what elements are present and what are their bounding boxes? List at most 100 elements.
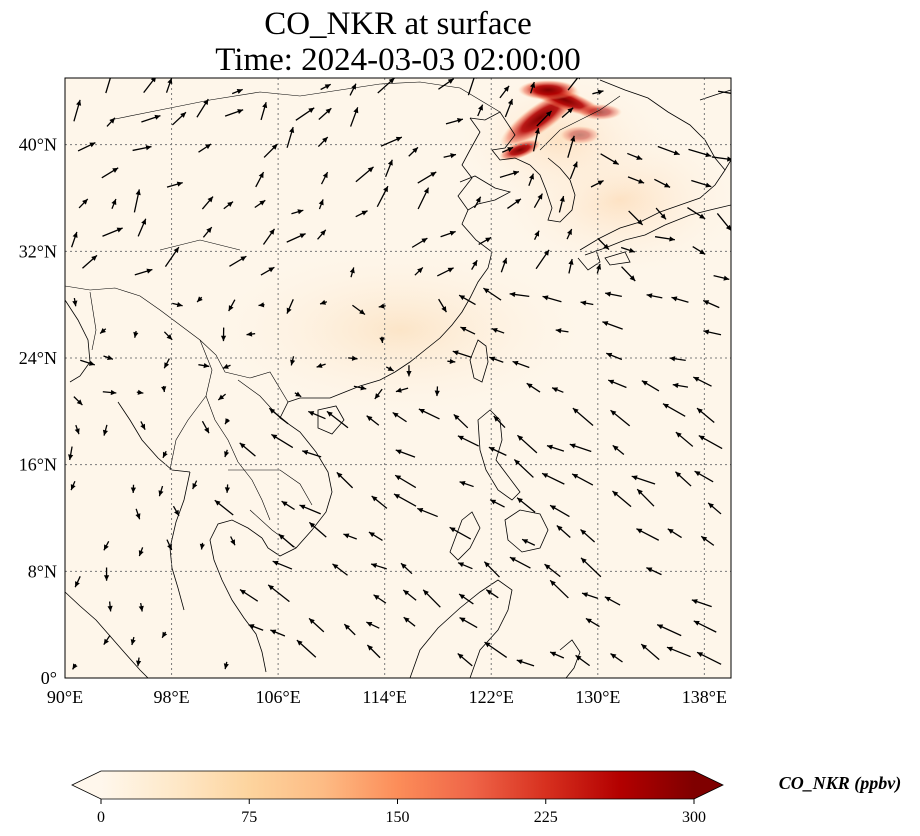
wind-vector-head	[387, 159, 393, 166]
wind-vector-head	[489, 356, 496, 362]
lon-tick-label: 138°E	[682, 687, 727, 707]
wind-vector-head	[392, 412, 399, 418]
wind-vector-head	[395, 475, 402, 481]
latitude-tick-labels: 0° 8°N 16°N 24°N 32°N 40°N	[19, 135, 57, 688]
wind-vector-head	[230, 539, 235, 546]
wind-vector-head	[603, 243, 609, 250]
wind-vector-head	[542, 473, 549, 479]
wind-vector-head	[133, 331, 139, 338]
wind-vector-head	[140, 423, 146, 430]
wind-vector-head	[326, 411, 333, 417]
wind-vector-head	[636, 154, 643, 160]
wind-vector-head	[270, 629, 277, 635]
wind-vector-head	[322, 172, 328, 179]
wind-vector-head	[308, 411, 315, 416]
wind-vector-head	[162, 451, 168, 458]
wind-vector-head	[110, 389, 117, 396]
wind-vector-head	[543, 249, 550, 256]
wind-vector-head	[509, 557, 516, 563]
wind-vector-head	[268, 584, 275, 591]
wind-vector-head	[534, 230, 540, 237]
wind-vector-head	[667, 528, 674, 534]
wind-vector-head	[366, 622, 373, 627]
wind-vector-head	[530, 82, 536, 88]
wind-vector-shaft	[467, 78, 475, 96]
colorbar-tick-label: 225	[534, 809, 558, 826]
wind-vector-head	[145, 145, 152, 151]
wind-vector-head	[423, 187, 429, 194]
wind-vector-head	[103, 638, 109, 645]
longitude-tick-labels: 90°E 98°E 106°E 114°E 122°E 130°E 138°E	[47, 687, 727, 707]
wind-vector-head	[297, 209, 304, 215]
wind-vector-head	[141, 218, 147, 225]
lat-tick-label: 16°N	[19, 455, 57, 475]
wind-vector-head	[597, 89, 604, 95]
map-frame	[64, 77, 732, 679]
wind-vector-head	[237, 109, 244, 114]
wind-vector-head	[567, 229, 572, 236]
lat-tick-label: 8°N	[28, 561, 57, 581]
colorbar: 0 75 150 225 300 CO_NKR (ppbv)	[71, 770, 901, 826]
wind-vector-head	[214, 500, 221, 506]
wind-vector-head	[197, 296, 203, 303]
wind-vector-head	[395, 449, 402, 455]
lon-tick-label: 114°E	[362, 687, 407, 707]
wind-vector-head	[478, 104, 483, 111]
wind-vector-head	[130, 639, 136, 646]
wind-vector-head	[423, 589, 429, 596]
wind-vector-head	[199, 543, 205, 550]
wind-vector-head	[629, 275, 636, 281]
wind-vector-head	[103, 544, 109, 551]
wind-vector-head	[723, 275, 730, 281]
wind-vector-head	[567, 107, 574, 114]
wind-vector-head	[696, 408, 703, 414]
wind-vector-head	[572, 408, 579, 414]
wind-vector-head	[608, 379, 615, 385]
lon-tick-label: 130°E	[575, 687, 620, 707]
wind-vector-head	[503, 85, 510, 92]
wind-vector-head	[135, 189, 141, 196]
wind-vector-head	[514, 459, 521, 466]
wind-vector-head	[559, 195, 565, 202]
wind-vector-head	[610, 410, 617, 416]
wind-vector-head	[136, 660, 142, 667]
wind-vector-head	[162, 631, 168, 638]
wind-vector-head	[246, 331, 253, 337]
wind-vector-head	[102, 429, 108, 436]
lon-tick-label: 106°E	[256, 687, 301, 707]
colorbar-tick-label: 150	[386, 809, 410, 826]
wind-vector-head	[542, 295, 549, 301]
wind-vector-head	[158, 490, 164, 497]
wind-vector-head	[450, 153, 457, 159]
wind-vector-head	[68, 454, 74, 461]
wind-vector-head	[107, 605, 113, 612]
wind-vector-head	[332, 563, 339, 570]
wind-vector-head	[138, 550, 144, 557]
wind-vector-head	[290, 359, 296, 366]
lat-tick-label: 32°N	[19, 241, 57, 261]
wind-vector-head	[636, 528, 643, 534]
wind-vector-head	[556, 525, 563, 532]
wind-vector-head	[572, 161, 578, 168]
wind-vector-head	[522, 539, 529, 544]
wind-vector-head	[109, 117, 115, 124]
wind-vector-head	[550, 651, 557, 657]
wind-vector-head	[512, 360, 519, 366]
wind-vector-head	[458, 562, 465, 568]
wind-vector-head	[699, 249, 706, 255]
wind-vector-head	[176, 302, 183, 308]
wind-vector-head	[606, 352, 613, 358]
wind-vector-head	[453, 414, 460, 421]
wind-vector-head	[281, 501, 288, 507]
wind-vector-head	[597, 180, 604, 186]
wind-vector-shaft	[567, 78, 579, 91]
wind-vector-head	[320, 229, 326, 236]
wind-vector-head	[602, 321, 609, 327]
wind-vector-head	[371, 563, 378, 569]
wind-vector-head	[641, 380, 648, 386]
wind-vector-head	[691, 599, 698, 605]
wind-vector-head	[447, 78, 454, 84]
wind-vector-head	[76, 399, 83, 406]
wind-vector-head	[258, 302, 265, 308]
wind-vector-head	[220, 335, 227, 342]
